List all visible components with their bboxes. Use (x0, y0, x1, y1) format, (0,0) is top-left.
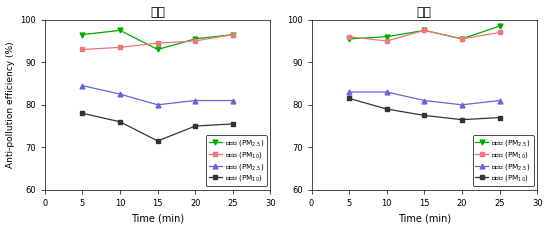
Legend: 실험군 (PM$_{2.5}$), 실험군 (PM$_{10}$), 대조군 (PM$_{2.5}$), 대조군 (PM$_{10}$): 실험군 (PM$_{2.5}$), 실험군 (PM$_{10}$), 대조군 (… (206, 135, 267, 186)
실험군 (PM$_{2.5}$) (459, 38, 465, 40)
실험군 (PM$_{10}$) (192, 40, 198, 42)
Line: 실험군 (PM$_{10}$): 실험군 (PM$_{10}$) (347, 28, 502, 44)
실험군 (PM$_{10}$) (459, 38, 465, 40)
Y-axis label: Anti-pollution efficiency (%): Anti-pollution efficiency (%) (5, 41, 15, 168)
대조군 (PM$_{2.5}$) (155, 104, 161, 106)
Line: 실험군 (PM$_{2.5}$): 실험군 (PM$_{2.5}$) (80, 28, 235, 52)
Line: 대조군 (PM$_{2.5}$): 대조군 (PM$_{2.5}$) (347, 90, 502, 107)
대조군 (PM$_{2.5}$) (79, 84, 86, 87)
대조군 (PM$_{2.5}$) (496, 99, 503, 102)
Legend: 실험군 (PM$_{2.5}$), 실험군 (PM$_{10}$), 대조군 (PM$_{2.5}$), 대조군 (PM$_{10}$): 실험군 (PM$_{2.5}$), 실험군 (PM$_{10}$), 대조군 (… (472, 135, 534, 186)
대조군 (PM$_{2.5}$) (421, 99, 427, 102)
대조군 (PM$_{10}$) (192, 125, 198, 127)
실험군 (PM$_{10}$) (230, 33, 236, 36)
대조군 (PM$_{2.5}$) (384, 91, 390, 93)
대조군 (PM$_{2.5}$) (230, 99, 236, 102)
실험군 (PM$_{10}$) (384, 40, 390, 42)
대조군 (PM$_{2.5}$) (459, 104, 465, 106)
실험군 (PM$_{10}$) (79, 48, 86, 51)
Title: 상부: 상부 (150, 5, 165, 19)
실험군 (PM$_{2.5}$) (192, 38, 198, 40)
대조군 (PM$_{10}$) (496, 116, 503, 119)
실험군 (PM$_{2.5}$) (117, 29, 123, 32)
대조군 (PM$_{10}$) (155, 139, 161, 142)
Line: 대조군 (PM$_{2.5}$): 대조군 (PM$_{2.5}$) (80, 83, 235, 107)
Line: 대조군 (PM$_{10}$): 대조군 (PM$_{10}$) (347, 96, 502, 122)
대조군 (PM$_{2.5}$) (192, 99, 198, 102)
대조군 (PM$_{10}$) (346, 97, 352, 100)
실험군 (PM$_{2.5}$) (346, 38, 352, 40)
실험군 (PM$_{10}$) (421, 29, 427, 32)
대조군 (PM$_{2.5}$) (346, 91, 352, 93)
대조군 (PM$_{10}$) (79, 112, 86, 115)
실험군 (PM$_{2.5}$) (421, 29, 427, 32)
실험군 (PM$_{2.5}$) (230, 33, 236, 36)
실험군 (PM$_{2.5}$) (79, 33, 86, 36)
Line: 실험군 (PM$_{2.5}$): 실험군 (PM$_{2.5}$) (347, 24, 502, 41)
대조군 (PM$_{2.5}$) (117, 93, 123, 95)
Line: 대조군 (PM$_{10}$): 대조군 (PM$_{10}$) (80, 111, 235, 143)
실험군 (PM$_{10}$) (117, 46, 123, 49)
실험군 (PM$_{10}$) (346, 35, 352, 38)
X-axis label: Time (min): Time (min) (131, 213, 184, 224)
실험군 (PM$_{2.5}$) (496, 25, 503, 27)
대조군 (PM$_{10}$) (230, 123, 236, 125)
실험군 (PM$_{2.5}$) (384, 35, 390, 38)
X-axis label: Time (min): Time (min) (398, 213, 451, 224)
대조군 (PM$_{10}$) (384, 108, 390, 110)
Line: 실험군 (PM$_{10}$): 실험군 (PM$_{10}$) (80, 32, 235, 52)
대조군 (PM$_{10}$) (421, 114, 427, 117)
대조군 (PM$_{10}$) (117, 120, 123, 123)
Title: 하부: 하부 (417, 5, 432, 19)
실험군 (PM$_{10}$) (496, 31, 503, 34)
대조군 (PM$_{10}$) (459, 118, 465, 121)
실험군 (PM$_{2.5}$) (155, 48, 161, 51)
실험군 (PM$_{10}$) (155, 42, 161, 44)
